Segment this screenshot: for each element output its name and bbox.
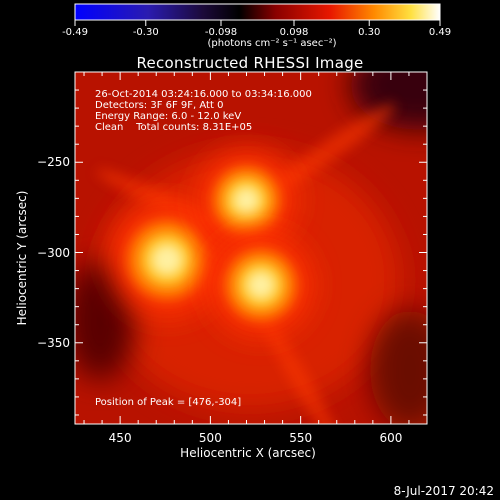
colorbar-ticks <box>74 20 441 26</box>
plot-frame <box>74 71 428 425</box>
axis-ticks <box>75 71 428 424</box>
heatmap-dark-corner-br <box>370 310 427 424</box>
hxr-source-2-ring-4 <box>232 186 261 215</box>
heatmap-streak-3 <box>259 310 341 424</box>
footer-date: 8-Jul-2017 20:42 <box>393 484 494 498</box>
annotation-energy-range: Energy Range: 6.0 - 12.0 keV <box>95 111 242 122</box>
colorbar <box>74 3 441 26</box>
hxr-source-1-ring-4 <box>150 243 184 276</box>
x-tick-label: 450 <box>108 431 132 445</box>
colorbar-tick-label: 0.098 <box>279 27 309 38</box>
x-tick-label: 500 <box>198 431 222 445</box>
heatmap-streak-1 <box>264 103 396 197</box>
y-tick-label: −350 <box>37 335 70 350</box>
colorbar-tick-label: -0.49 <box>62 27 88 38</box>
annotation-clean-counts: Clean Total counts: 8.31E+05 <box>95 122 253 133</box>
colorbar-tick-label: -0.098 <box>204 27 238 38</box>
colorbar-gradient <box>74 3 441 21</box>
annotation-peak-position: Position of Peak = [476,-304] <box>95 397 242 408</box>
colorbar-tick-label: 0.49 <box>428 27 452 38</box>
annotation-detectors: Detectors: 3F 6F 9F, Att 0 <box>95 100 224 111</box>
colorbar-units: (photons cm⁻² s⁻¹ asec⁻²) <box>207 38 337 49</box>
x-axis-label: Heliocentric X (arcsec) <box>180 446 316 460</box>
colorbar-tick-label: -0.30 <box>132 27 159 38</box>
x-tick-label: 600 <box>379 431 403 445</box>
hxr-source-3-ring-4 <box>246 270 276 300</box>
colorbar-tick-label: 0.30 <box>358 27 381 38</box>
heatmap-sources <box>109 151 313 338</box>
y-tick-label: −250 <box>37 155 70 170</box>
annotation-time-range: 26-Oct-2014 03:24:16.000 to 03:34:16.000 <box>95 89 312 100</box>
y-axis-label: Heliocentric Y (arcsec) <box>15 190 29 326</box>
x-tick-label: 550 <box>289 431 313 445</box>
chart-title: Reconstructed RHESSI Image <box>136 54 364 72</box>
y-tick-label: −300 <box>37 245 70 260</box>
